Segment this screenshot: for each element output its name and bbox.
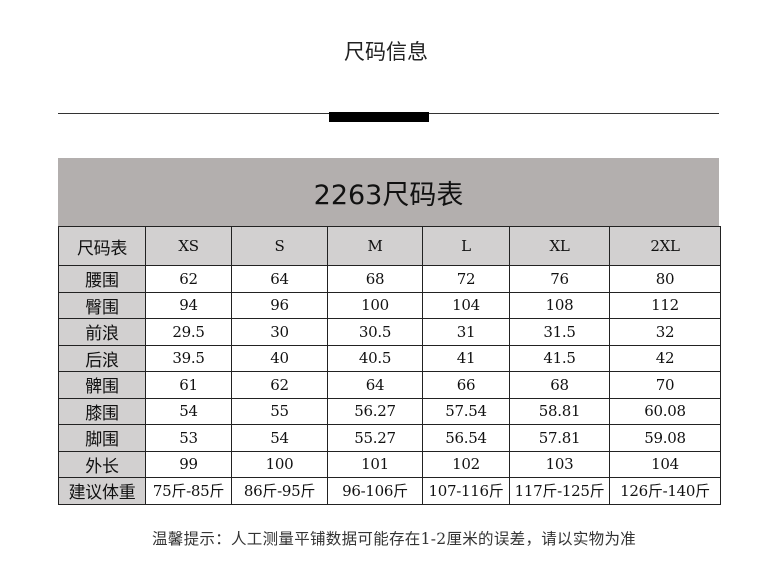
table-cell: 96-106斤	[327, 477, 423, 505]
table-cell: 86斤-95斤	[231, 477, 328, 505]
table-cell: 32	[609, 318, 721, 346]
table-cell: 101	[327, 450, 423, 478]
table-cell: 40	[231, 344, 328, 372]
table-cell: 102	[422, 450, 510, 478]
table-cell: 54	[231, 424, 328, 452]
table-cell: 59.08	[609, 424, 721, 452]
table-cell: 62	[231, 371, 328, 399]
table-cell: 56.27	[327, 397, 423, 425]
table-cell: S	[231, 226, 328, 266]
divider-accent-bar	[329, 112, 429, 122]
row-label: 前浪	[58, 318, 146, 346]
table-row: 脚围 53 54 55.27 56.54 57.81 59.08	[58, 424, 721, 452]
table-cell: L	[422, 226, 510, 266]
table-cell: 60.08	[609, 397, 721, 425]
table-cell: 30.5	[327, 318, 423, 346]
table-row: 后浪 39.5 40 40.5 41 41.5 42	[58, 344, 721, 372]
table-cell: 42	[609, 344, 721, 372]
row-label: 后浪	[58, 344, 146, 372]
table-cell: 55.27	[327, 424, 423, 452]
table-cell: 57.54	[422, 397, 510, 425]
table-cell: 108	[509, 291, 610, 319]
table-cell: 80	[609, 265, 721, 293]
page-title: 尺码信息	[344, 40, 428, 64]
table-cell: 58.81	[509, 397, 610, 425]
table-cell: 68	[327, 265, 423, 293]
table-cell: XS	[145, 226, 232, 266]
table-cell: 56.54	[422, 424, 510, 452]
table-cell: 29.5	[145, 318, 232, 346]
table-cell: 39.5	[145, 344, 232, 372]
row-label: 膝围	[58, 397, 146, 425]
row-label: 臀围	[58, 291, 146, 319]
table-row: 外长 99 100 101 102 103 104	[58, 450, 721, 478]
table-cell: M	[327, 226, 423, 266]
table-cell: 41	[422, 344, 510, 372]
row-label: 外长	[58, 450, 146, 478]
table-row: 腰围 62 64 68 72 76 80	[58, 265, 721, 293]
table-cell: 61	[145, 371, 232, 399]
table-cell: XL	[509, 226, 610, 266]
table-cell: 64	[231, 265, 328, 293]
table-cell: 66	[422, 371, 510, 399]
table-cell: 31	[422, 318, 510, 346]
footer-note: 温馨提示：人工测量平铺数据可能存在1-2厘米的误差，请以实物为准	[152, 530, 637, 548]
table-cell: 68	[509, 371, 610, 399]
table-row: 前浪 29.5 30 30.5 31 31.5 32	[58, 318, 721, 346]
table-cell: 100	[231, 450, 328, 478]
table-cell: 94	[145, 291, 232, 319]
table-cell: 76	[509, 265, 610, 293]
table-cell: 70	[609, 371, 721, 399]
table-cell: 57.81	[509, 424, 610, 452]
table-cell: 62	[145, 265, 232, 293]
table-cell: 2XL	[609, 226, 721, 266]
table-cell: 31.5	[509, 318, 610, 346]
table-cell: 64	[327, 371, 423, 399]
table-cell: 55	[231, 397, 328, 425]
table-cell: 104	[422, 291, 510, 319]
size-table: 尺码表 XS S M L XL 2XL 腰围 62 64 68 72 76 80 臀围 94 96 100 104 1…	[58, 226, 721, 505]
table-title: 2263尺码表	[58, 158, 719, 226]
row-label: 尺码表	[58, 226, 146, 266]
row-label: 建议体重	[58, 477, 146, 505]
table-cell: 54	[145, 397, 232, 425]
table-cell: 75斤-85斤	[145, 477, 232, 505]
table-cell: 126斤-140斤	[609, 477, 721, 505]
table-cell: 100	[327, 291, 423, 319]
table-cell: 103	[509, 450, 610, 478]
table-row: 髀围 61 62 64 66 68 70	[58, 371, 721, 399]
table-row: 膝围 54 55 56.27 57.54 58.81 60.08	[58, 397, 721, 425]
table-cell: 41.5	[509, 344, 610, 372]
table-cell: 30	[231, 318, 328, 346]
table-cell: 117斤-125斤	[509, 477, 610, 505]
table-cell: 112	[609, 291, 721, 319]
table-row: 臀围 94 96 100 104 108 112	[58, 291, 721, 319]
row-label: 髀围	[58, 371, 146, 399]
table-header-row: 尺码表 XS S M L XL 2XL	[58, 226, 721, 266]
table-cell: 96	[231, 291, 328, 319]
table-cell: 53	[145, 424, 232, 452]
table-cell: 107-116斤	[422, 477, 510, 505]
row-label: 腰围	[58, 265, 146, 293]
row-label: 脚围	[58, 424, 146, 452]
table-cell: 40.5	[327, 344, 423, 372]
table-row: 建议体重 75斤-85斤 86斤-95斤 96-106斤 107-116斤 117斤-12…	[58, 477, 721, 505]
table-cell: 99	[145, 450, 232, 478]
table-cell: 104	[609, 450, 721, 478]
table-cell: 72	[422, 265, 510, 293]
